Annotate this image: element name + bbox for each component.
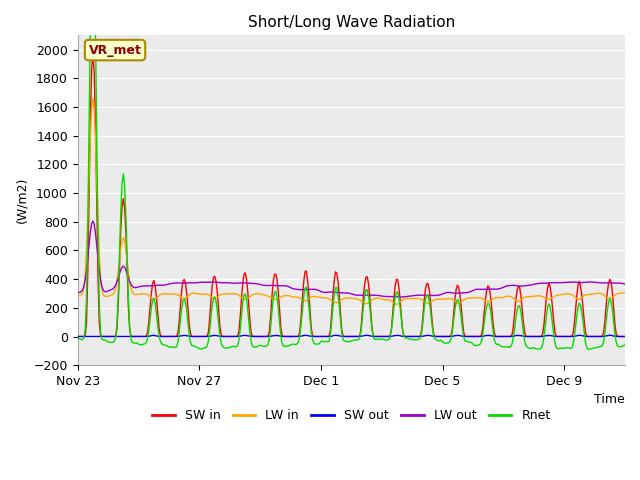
Text: VR_met: VR_met [88,44,141,57]
Legend: SW in, LW in, SW out, LW out, Rnet: SW in, LW in, SW out, LW out, Rnet [147,405,556,427]
X-axis label: Time: Time [595,394,625,407]
Y-axis label: (W/m2): (W/m2) [15,177,28,224]
Title: Short/Long Wave Radiation: Short/Long Wave Radiation [248,15,455,30]
